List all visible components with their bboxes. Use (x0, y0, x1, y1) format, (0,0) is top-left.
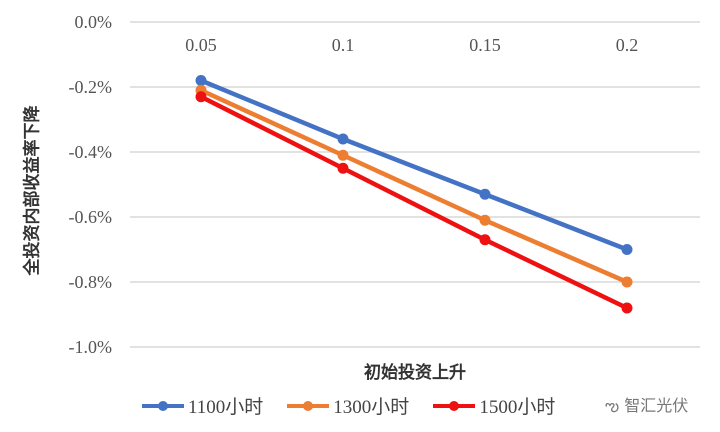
data-point (621, 276, 633, 288)
y-axis-title: 全投资内部收益率下降 (22, 105, 43, 276)
data-point (337, 162, 349, 174)
x-tick-label: 0.2 (616, 35, 639, 55)
legend-marker (287, 400, 330, 411)
series-line (200, 88, 628, 285)
x-tick-label: 0.05 (185, 35, 217, 55)
data-point (479, 234, 491, 246)
legend: 1100小时 1300小时 1500小时 (140, 392, 555, 419)
x-tick-label: 0.15 (469, 35, 501, 55)
y-tick-label: -0.2% (69, 77, 113, 97)
y-tick-label: 0.0% (75, 12, 113, 32)
data-point (337, 149, 349, 161)
data-point (195, 91, 207, 103)
x-tick-label: 0.1 (332, 35, 355, 55)
wechat-icon: ఌ (605, 396, 625, 415)
data-point (479, 214, 491, 226)
legend-marker (142, 400, 184, 411)
data-point (195, 75, 207, 86)
y-tick-label: -0.4% (69, 142, 113, 162)
series-line (199, 94, 628, 311)
y-tick-label: -0.8% (69, 272, 113, 292)
legend-item-1500: 1500小时 (431, 392, 555, 419)
watermark: ఌ 智汇光伏 (605, 396, 689, 415)
legend-marker (433, 400, 476, 411)
x-axis-title: 初始投资上升 (364, 363, 466, 383)
series-line (200, 78, 628, 252)
data-point (479, 188, 491, 200)
legend-label: 1100小时 (188, 397, 264, 418)
y-tick-label: -0.6% (69, 207, 113, 227)
data-point (621, 244, 633, 255)
legend-item-1100: 1100小时 (140, 392, 263, 419)
legend-label: 1500小时 (479, 397, 556, 418)
y-tick-label: -1.0% (69, 337, 113, 357)
data-point (621, 302, 633, 314)
legend-label: 1300小时 (333, 397, 410, 418)
data-point (337, 133, 349, 145)
legend-item-1300: 1300小时 (285, 392, 409, 419)
